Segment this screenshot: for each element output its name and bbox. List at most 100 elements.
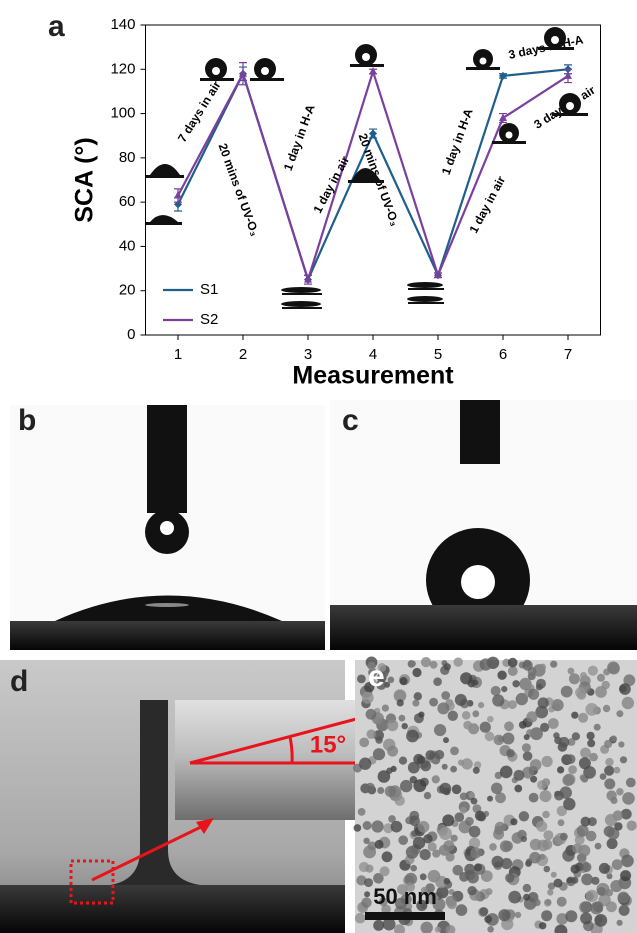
nanoparticle bbox=[539, 663, 546, 671]
nanoparticle bbox=[487, 795, 493, 802]
nanoparticle bbox=[374, 716, 382, 725]
nanoparticle bbox=[523, 893, 531, 901]
stage bbox=[330, 605, 637, 650]
y-tick-label: 20 bbox=[119, 282, 136, 299]
nanoparticle bbox=[542, 810, 550, 819]
nanoparticle bbox=[427, 842, 437, 852]
panel-label: c bbox=[342, 404, 359, 437]
nanoparticle bbox=[484, 915, 493, 924]
nanoparticle bbox=[454, 693, 467, 706]
nanoparticle bbox=[599, 773, 607, 780]
nanoparticle bbox=[585, 703, 599, 716]
nanoparticle bbox=[541, 755, 553, 768]
nanoparticle bbox=[522, 660, 533, 671]
nanoparticle bbox=[365, 782, 375, 793]
nanoparticle bbox=[580, 747, 591, 759]
droplet-icon bbox=[566, 102, 574, 110]
nanoparticle bbox=[447, 899, 457, 910]
nanoparticle bbox=[439, 782, 452, 795]
nanoparticle bbox=[433, 677, 442, 686]
nanoparticle bbox=[610, 880, 623, 893]
nanoparticle bbox=[463, 720, 473, 730]
nanoparticle bbox=[580, 912, 593, 925]
nanoparticle bbox=[554, 924, 568, 933]
nanoparticle bbox=[515, 692, 528, 706]
nanoparticle bbox=[553, 703, 561, 711]
nanoparticle bbox=[468, 825, 481, 838]
annotation: 1 day in air bbox=[466, 173, 508, 235]
nanoparticle bbox=[579, 774, 586, 781]
nanoparticle bbox=[388, 815, 396, 823]
nanoparticle bbox=[418, 711, 425, 718]
nanoparticle bbox=[587, 817, 597, 827]
nanoparticle bbox=[434, 724, 447, 737]
nanoparticle bbox=[477, 812, 487, 822]
nanoparticle bbox=[617, 891, 630, 904]
nanoparticle bbox=[451, 784, 462, 795]
nanoparticle bbox=[419, 873, 427, 881]
nanoparticle bbox=[373, 919, 385, 931]
nanoparticle bbox=[373, 873, 384, 884]
stage-icon bbox=[350, 64, 384, 67]
nanoparticle bbox=[563, 797, 576, 811]
nanoparticle bbox=[518, 811, 530, 822]
nanoparticle bbox=[375, 736, 383, 744]
nanoparticle bbox=[623, 674, 636, 687]
nanoparticle bbox=[568, 765, 577, 774]
nanoparticle bbox=[395, 897, 407, 910]
stage-icon bbox=[200, 78, 234, 81]
nanoparticle bbox=[374, 839, 384, 849]
nanoparticle bbox=[514, 911, 522, 919]
y-tick-label: 80 bbox=[119, 149, 136, 166]
y-tick-label: 140 bbox=[110, 16, 135, 33]
nanoparticle bbox=[620, 808, 632, 820]
droplet-icon bbox=[352, 168, 380, 180]
nanoparticle bbox=[539, 790, 552, 803]
nanoparticle bbox=[504, 721, 514, 732]
point bbox=[304, 275, 312, 283]
y-axis-label: SCA (°) bbox=[71, 137, 99, 222]
nanoparticle bbox=[398, 835, 409, 845]
nanoparticle bbox=[521, 743, 531, 753]
nanoparticle bbox=[459, 872, 469, 882]
nanoparticle bbox=[575, 687, 586, 698]
droplet-icon bbox=[261, 67, 269, 75]
nanoparticle bbox=[357, 808, 366, 816]
nanoparticle bbox=[554, 790, 564, 801]
droplet-icon bbox=[150, 215, 178, 222]
nanoparticle bbox=[377, 787, 385, 794]
nanoparticle bbox=[381, 904, 391, 915]
contact-line bbox=[189, 716, 361, 765]
nanoparticle bbox=[523, 734, 530, 741]
nanoparticle bbox=[479, 907, 489, 916]
droplet-icon bbox=[281, 301, 321, 307]
nanoparticle bbox=[553, 732, 560, 739]
nanoparticle bbox=[616, 710, 624, 718]
nanoparticle bbox=[453, 657, 463, 667]
nanoparticle bbox=[387, 745, 399, 757]
nanoparticle bbox=[530, 775, 538, 783]
nanoparticle bbox=[459, 806, 467, 814]
nanoparticle bbox=[362, 821, 372, 830]
nanoparticle bbox=[434, 926, 441, 933]
nanoparticle bbox=[442, 814, 455, 827]
nanoparticle bbox=[606, 790, 617, 801]
nanoparticle bbox=[611, 859, 623, 870]
nanoparticle bbox=[502, 732, 515, 745]
stage-icon bbox=[282, 293, 322, 295]
nanoparticle bbox=[438, 844, 450, 856]
annotation: 7 days in air bbox=[175, 78, 224, 145]
nanoparticle bbox=[528, 688, 540, 700]
nanoparticle bbox=[405, 882, 416, 892]
nanoparticle bbox=[397, 884, 408, 895]
nanoparticle bbox=[479, 658, 492, 671]
nanoparticle bbox=[518, 721, 527, 729]
nanoparticle bbox=[565, 754, 576, 764]
nanoparticle bbox=[437, 702, 450, 715]
nanoparticle bbox=[568, 673, 580, 685]
nanoparticle bbox=[580, 672, 587, 679]
nanoparticle bbox=[583, 766, 596, 779]
drop-highlight bbox=[145, 603, 189, 607]
nanoparticle bbox=[557, 819, 565, 827]
nanoparticle bbox=[400, 779, 413, 793]
